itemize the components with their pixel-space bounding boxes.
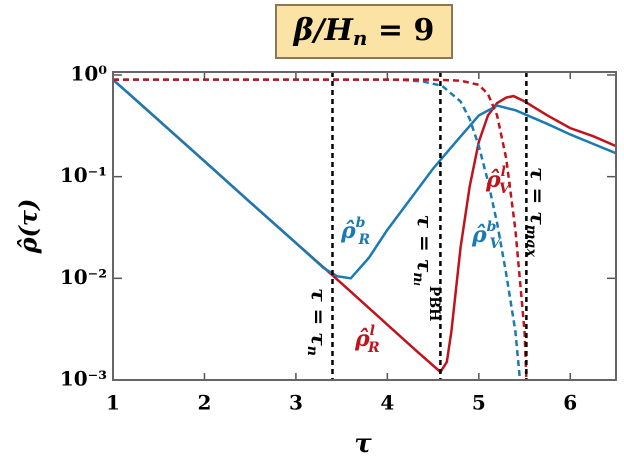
- curve-label-main: ρ̂: [354, 326, 370, 352]
- vline-label-sub: max: [523, 225, 539, 258]
- vline-label-sup: PBH: [426, 286, 442, 322]
- curve-label-sub: V: [499, 181, 512, 197]
- x-tick-label: 3: [289, 391, 303, 415]
- x-tick-label: 1: [106, 391, 120, 415]
- vline-label-main: τ = τ: [308, 288, 332, 346]
- x-tick-label: 4: [380, 391, 394, 415]
- curve-label: ρ̂l R: [354, 323, 380, 356]
- curve-label-sub: R: [357, 232, 370, 248]
- x-tick-label: 2: [197, 391, 211, 415]
- y-tick-label: 10⁻¹: [60, 163, 107, 187]
- title-main: β/H: [293, 13, 355, 48]
- vline-label-main: τ = τ: [414, 215, 438, 273]
- curve-label-sup: l: [501, 164, 506, 180]
- curve-label-main: ρ̂: [485, 167, 501, 193]
- curve-label-sup: l: [370, 323, 375, 339]
- title-tail: = 9: [367, 13, 434, 48]
- chart-title: β/Hn = 9: [293, 13, 435, 50]
- x-tick-label: 5: [472, 391, 486, 415]
- plot-frame: [112, 71, 617, 381]
- x-tick-label: 6: [563, 391, 577, 415]
- curve-label: ρ̂b V: [471, 219, 502, 252]
- vline-label: τ = τn: [304, 288, 332, 356]
- title-sub: n: [353, 26, 368, 50]
- vline-label: τ = τnᵢPBH: [410, 215, 442, 322]
- curve-label-sub: V: [489, 236, 502, 252]
- curve-label-main: ρ̂: [471, 222, 487, 248]
- y-tick-label: 10⁻³: [60, 367, 107, 391]
- curve-label-sup: b: [487, 219, 497, 235]
- curve-label-sup: b: [356, 215, 366, 231]
- x-axis-label: τ: [354, 429, 372, 459]
- vline-label: τ = τmax: [523, 167, 551, 257]
- y-axis-label: ρ̂(τ): [14, 199, 43, 255]
- vline-label-main: τ = τ: [527, 167, 551, 225]
- vline-label-sub: n: [304, 346, 320, 356]
- curve-label-sub: R: [367, 340, 380, 356]
- plot-area: [113, 72, 616, 380]
- y-tick-label: 10⁰: [70, 61, 107, 85]
- line-series: [113, 78, 528, 380]
- vline-label-sub: nᵢ: [410, 272, 426, 286]
- curve-label: ρ̂b R: [340, 215, 370, 248]
- y-tick-label: 10⁻²: [60, 265, 107, 289]
- curve-label-main: ρ̂: [340, 218, 356, 244]
- curve-label: ρ̂l V: [485, 164, 512, 197]
- title-box: [275, 4, 453, 59]
- line-series: [113, 78, 616, 280]
